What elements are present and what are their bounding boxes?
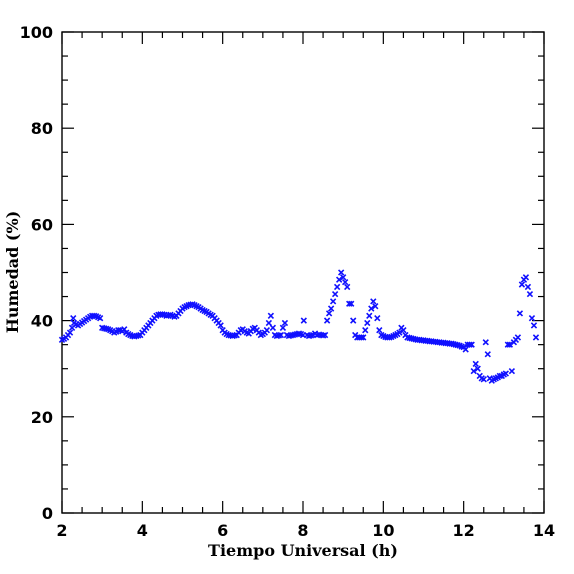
data-point <box>364 319 371 327</box>
x-tick-labels: 2 4 6 8 10 12 14 <box>56 521 555 540</box>
data-point <box>496 372 503 380</box>
data-point <box>506 341 514 348</box>
data-point <box>530 322 538 329</box>
x-tick-label: 4 <box>137 521 148 540</box>
data-point <box>522 274 530 281</box>
data-point <box>474 365 481 372</box>
y-tick-label: 60 <box>31 215 53 234</box>
y-axis-title: Humedad (%) <box>3 211 22 334</box>
data-points <box>58 269 540 384</box>
data-point <box>358 334 365 341</box>
data-point <box>348 300 355 307</box>
data-point <box>526 290 534 298</box>
data-point <box>333 283 341 291</box>
data-point <box>329 298 337 305</box>
data-point <box>528 315 536 322</box>
data-point <box>342 278 349 286</box>
data-point <box>327 305 335 312</box>
y-tick-label: 100 <box>20 23 53 42</box>
data-point <box>482 339 489 346</box>
y-tick-labels: 0 20 40 60 80 100 <box>20 23 53 523</box>
data-point <box>372 303 379 310</box>
data-point <box>524 283 532 291</box>
x-tick-label: 2 <box>56 521 67 540</box>
data-point <box>335 276 343 283</box>
data-point <box>121 326 128 333</box>
data-point <box>346 300 353 307</box>
data-point <box>376 327 383 334</box>
x-tick-label: 10 <box>372 521 394 540</box>
data-point <box>281 319 289 327</box>
y-tick-label: 20 <box>31 408 53 427</box>
data-point <box>366 312 373 319</box>
y-tick-label: 40 <box>31 312 53 331</box>
x-tick-label: 6 <box>217 521 228 540</box>
data-point <box>331 290 339 298</box>
data-point <box>466 341 473 348</box>
x-tick-label: 14 <box>533 521 555 540</box>
data-point <box>279 324 287 331</box>
data-point <box>532 334 540 341</box>
data-point <box>265 319 273 327</box>
data-point <box>362 327 369 334</box>
data-point <box>217 322 224 329</box>
data-point <box>480 376 487 383</box>
data-point <box>360 334 367 341</box>
y-tick-label: 0 <box>42 504 53 523</box>
data-point <box>516 310 524 317</box>
plot-frame <box>61 31 545 514</box>
data-point <box>370 298 377 305</box>
data-point <box>462 346 469 353</box>
data-point <box>484 351 491 358</box>
data-point <box>96 315 104 322</box>
data-point <box>470 367 477 375</box>
data-point <box>518 281 526 288</box>
data-point <box>66 329 74 336</box>
x-axis-title: Tiempo Universal (h) <box>208 541 398 560</box>
data-point <box>337 269 345 276</box>
data-point <box>325 310 333 317</box>
axis-ticks <box>61 31 545 514</box>
data-point <box>344 283 351 291</box>
data-point <box>277 331 285 339</box>
data-point <box>396 329 403 336</box>
data-point <box>508 367 516 375</box>
data-point <box>374 315 381 322</box>
data-point <box>472 360 479 368</box>
data-point <box>267 312 275 319</box>
y-tick-label: 80 <box>31 119 53 138</box>
data-point <box>340 274 347 281</box>
data-point <box>323 317 331 324</box>
data-point <box>368 305 375 312</box>
data-point <box>468 341 475 348</box>
data-point <box>350 317 357 324</box>
data-point <box>263 327 271 334</box>
x-tick-label: 12 <box>453 521 475 540</box>
data-point <box>504 341 512 348</box>
x-tick-label: 8 <box>297 521 308 540</box>
data-point <box>70 315 77 322</box>
data-point <box>400 327 407 334</box>
data-point <box>269 324 277 331</box>
data-point <box>502 370 510 377</box>
data-point <box>300 317 307 324</box>
data-point <box>514 334 522 341</box>
data-point <box>321 331 329 339</box>
